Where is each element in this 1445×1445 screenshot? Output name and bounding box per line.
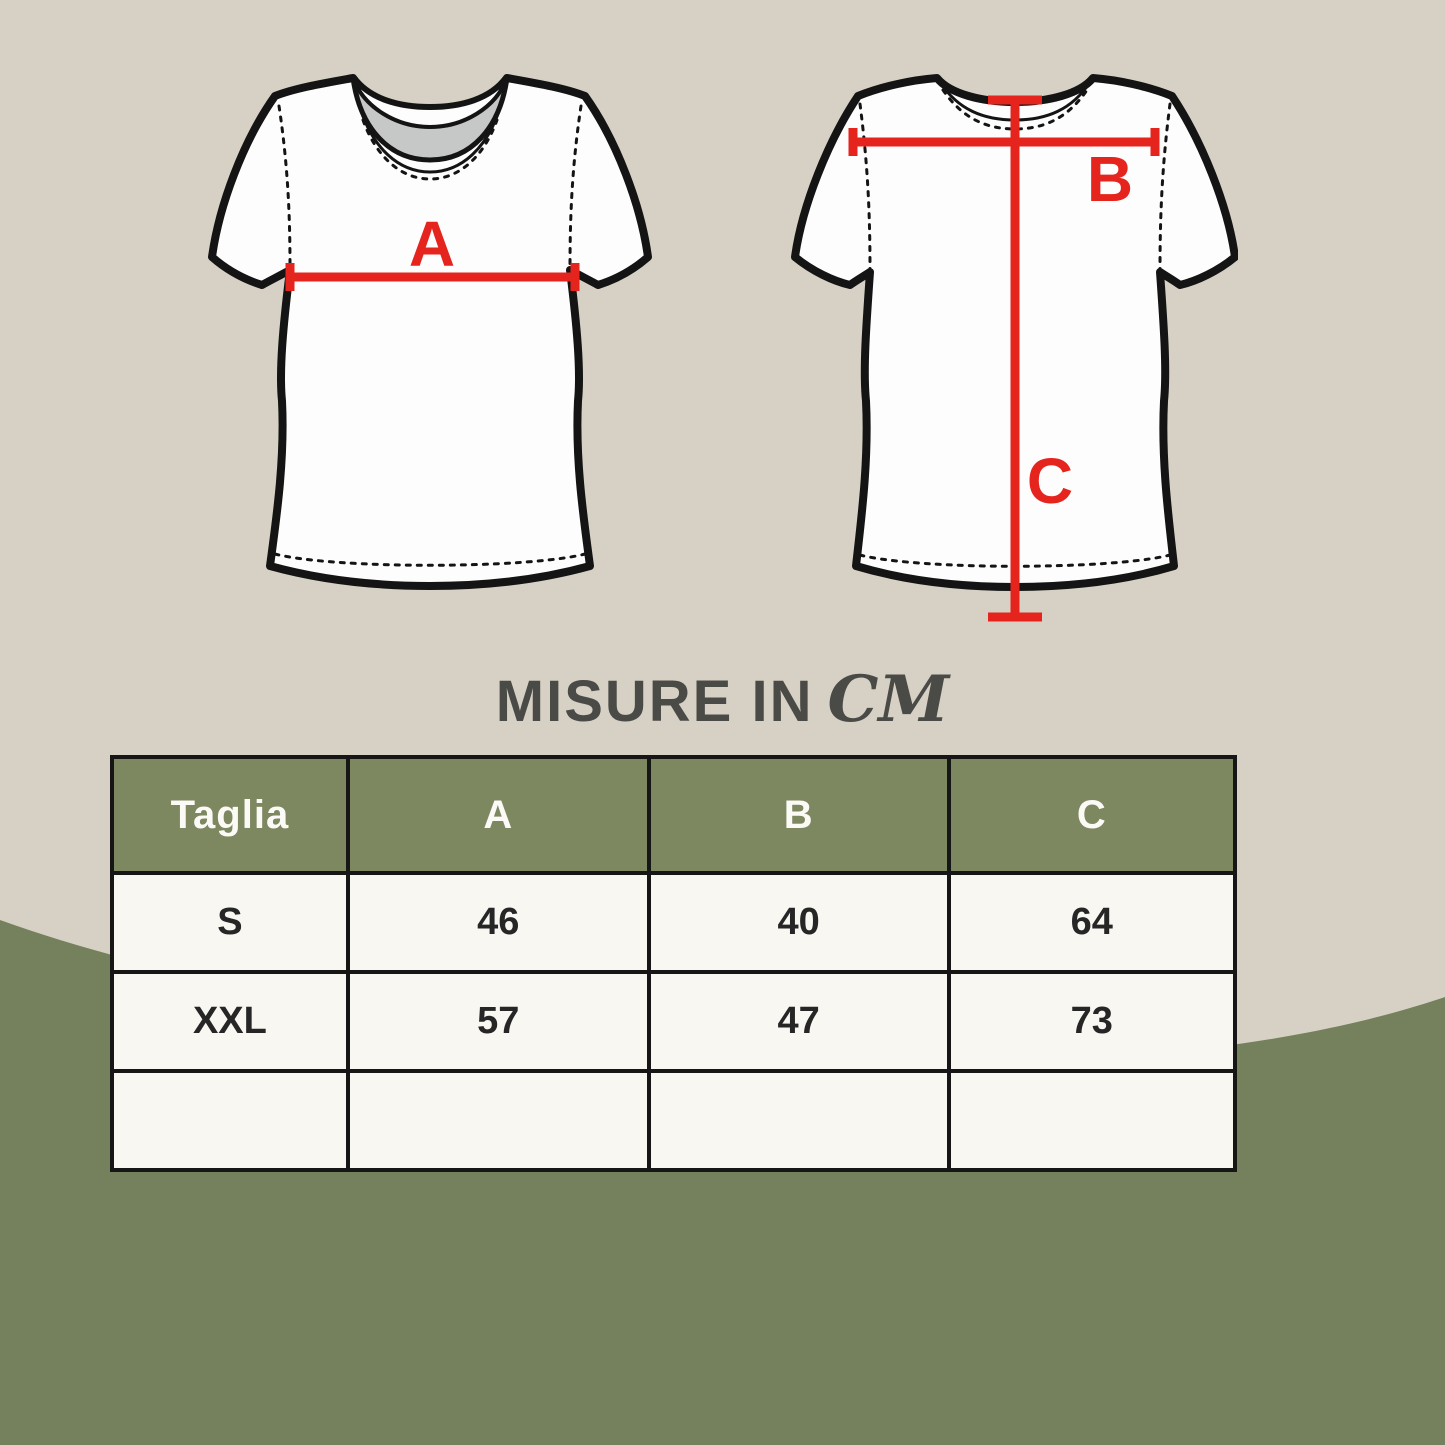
column-header-c: C [946,755,1238,875]
column-header-a: A [345,755,651,875]
table-row-xxl: XXL 57 47 73 [110,970,1238,1073]
measurement-line-c [988,95,1042,622]
measurement-label-b: B [1087,143,1133,215]
front-neck-stitch [361,118,499,181]
hem-stitch [273,552,587,567]
title-unit-text: CM [827,662,950,737]
size-cell: 57 [345,970,651,1073]
armhole-stitch-left [858,102,872,272]
table-row-empty [110,1069,1238,1172]
armhole-stitch-right [568,104,583,270]
tshirt-front-diagram: A [208,74,652,590]
measurement-label-a: A [409,208,455,280]
table-header-row: Taglia A B C [110,755,1238,875]
column-header-taglia: Taglia [110,755,350,875]
table-row-s: S 46 40 64 [110,871,1238,974]
armhole-stitch-left [277,104,292,270]
page-title: MISURE IN CM [0,664,1445,753]
size-cell: 73 [946,970,1238,1073]
size-cell [345,1069,651,1172]
size-cell [646,1069,951,1172]
armhole-stitch-right [1158,102,1172,272]
size-cell: 64 [946,871,1238,974]
tshirt-front-outline [208,74,652,590]
back-neck-stitch [941,88,1089,131]
size-cell: 40 [646,871,951,974]
collar-ribbing [351,76,509,129]
title-text: MISURE IN [495,669,814,734]
size-cell: 46 [345,871,651,974]
tshirt-back-diagram: B C [791,74,1238,622]
size-cell: 47 [646,970,951,1073]
front-neck-seam [359,109,501,174]
measurement-line-a [285,263,580,291]
size-cell: S [110,871,350,974]
measurement-label-c: C [1027,445,1073,517]
size-cell: XXL [110,970,350,1073]
column-header-b: B [646,755,951,875]
measurement-line-b [848,128,1160,156]
size-table: Taglia A B C S 46 40 64 XXL 57 47 73 [110,755,1238,1172]
size-cell [946,1069,1238,1172]
size-cell [110,1069,350,1172]
